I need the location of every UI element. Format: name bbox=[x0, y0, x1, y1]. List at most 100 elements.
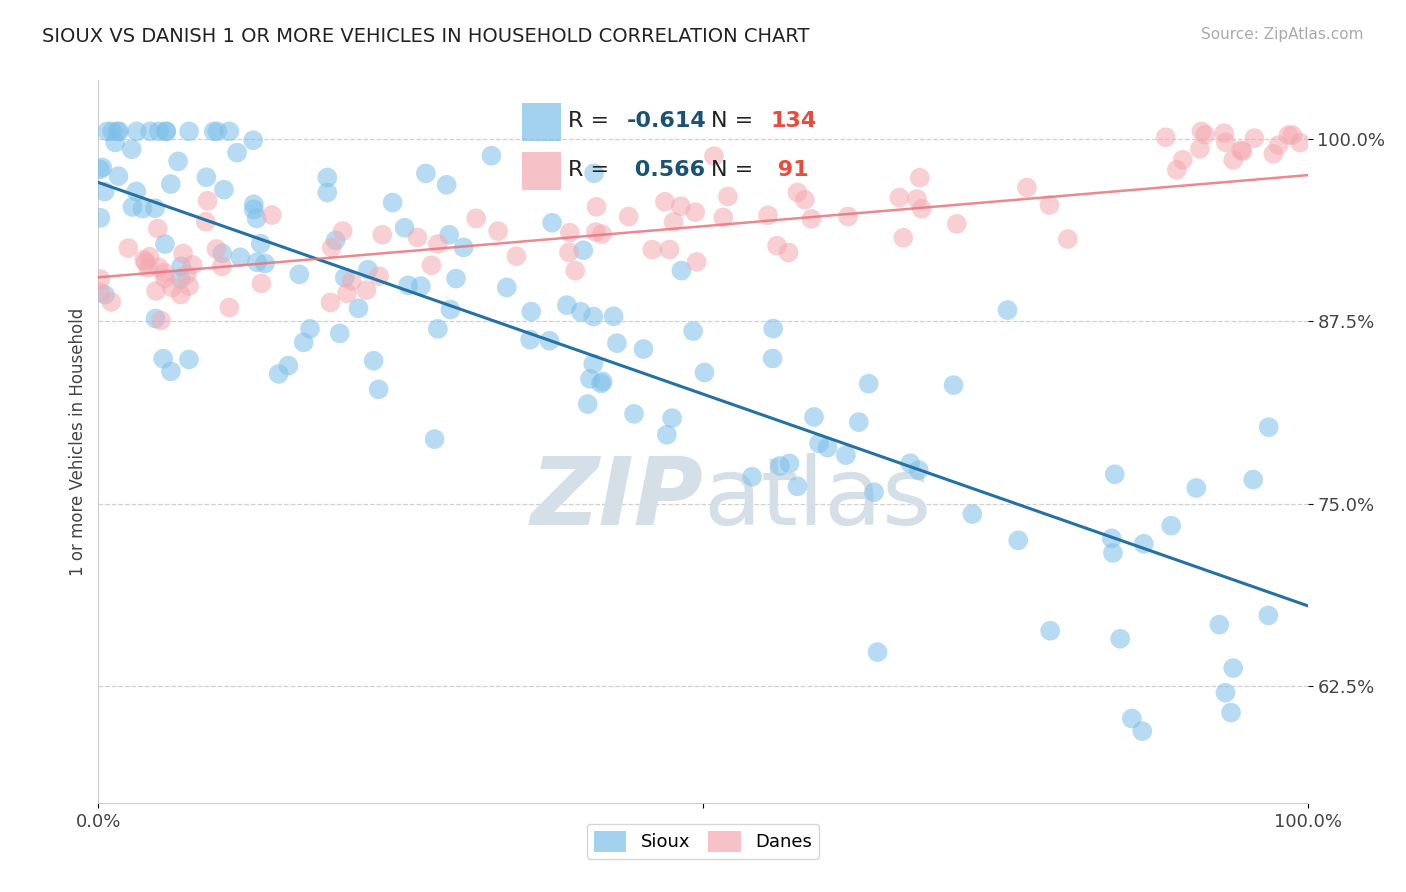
Point bbox=[153, 237, 176, 252]
Point bbox=[205, 242, 228, 256]
Point bbox=[741, 469, 763, 483]
Point bbox=[686, 255, 709, 269]
Point bbox=[945, 217, 967, 231]
Point bbox=[152, 351, 174, 366]
Point bbox=[835, 448, 858, 462]
Point bbox=[197, 194, 219, 208]
Point bbox=[202, 124, 225, 138]
Point bbox=[1109, 632, 1132, 646]
Point bbox=[194, 215, 217, 229]
Point bbox=[363, 353, 385, 368]
Point bbox=[779, 457, 801, 471]
Point bbox=[107, 169, 129, 183]
Point bbox=[135, 255, 157, 269]
Point bbox=[1281, 128, 1303, 142]
Point bbox=[243, 197, 266, 211]
Point bbox=[669, 199, 692, 213]
Point bbox=[623, 407, 645, 421]
Point bbox=[1130, 724, 1153, 739]
Point bbox=[582, 357, 605, 371]
Point bbox=[1263, 146, 1285, 161]
Point bbox=[761, 351, 783, 366]
Point bbox=[800, 211, 823, 226]
Point bbox=[569, 305, 592, 319]
Point bbox=[1208, 617, 1230, 632]
Point bbox=[505, 249, 527, 263]
Point bbox=[863, 485, 886, 500]
Text: atlas: atlas bbox=[703, 453, 931, 545]
Point bbox=[169, 272, 191, 286]
Point bbox=[101, 124, 124, 138]
Point bbox=[1191, 124, 1213, 138]
Point bbox=[181, 258, 204, 272]
Point bbox=[357, 262, 380, 277]
Point bbox=[786, 186, 808, 200]
Point bbox=[942, 378, 965, 392]
Point bbox=[148, 124, 170, 138]
Point bbox=[89, 162, 111, 177]
Point bbox=[756, 208, 779, 222]
Point bbox=[316, 186, 339, 200]
Point bbox=[89, 211, 111, 225]
Point bbox=[661, 411, 683, 425]
Point bbox=[1166, 162, 1188, 177]
Point bbox=[1243, 131, 1265, 145]
Point bbox=[1171, 153, 1194, 167]
Point bbox=[693, 366, 716, 380]
Point bbox=[288, 268, 311, 282]
Point bbox=[243, 202, 266, 217]
Point bbox=[911, 202, 934, 216]
Point bbox=[121, 142, 143, 156]
Point bbox=[889, 191, 911, 205]
Point bbox=[1267, 138, 1289, 153]
Point bbox=[481, 149, 503, 163]
Point bbox=[246, 255, 269, 269]
Point bbox=[229, 250, 252, 264]
Point bbox=[808, 436, 831, 450]
Point bbox=[250, 277, 273, 291]
Point bbox=[558, 226, 581, 240]
Point bbox=[368, 269, 391, 284]
Text: Source: ZipAtlas.com: Source: ZipAtlas.com bbox=[1201, 27, 1364, 42]
Point bbox=[662, 215, 685, 229]
Point bbox=[1188, 142, 1211, 156]
Point bbox=[1222, 661, 1244, 675]
Point bbox=[683, 205, 706, 219]
Point bbox=[866, 645, 889, 659]
Text: ZIP: ZIP bbox=[530, 453, 703, 545]
Point bbox=[292, 335, 315, 350]
Point bbox=[582, 166, 605, 180]
Point bbox=[121, 200, 143, 214]
Point bbox=[1185, 481, 1208, 495]
Point bbox=[145, 284, 167, 298]
Point bbox=[319, 295, 342, 310]
Point bbox=[426, 322, 449, 336]
Point bbox=[793, 193, 815, 207]
Point bbox=[406, 230, 429, 244]
Point bbox=[564, 263, 586, 277]
Point bbox=[1230, 144, 1253, 158]
Point bbox=[439, 302, 461, 317]
Point bbox=[149, 313, 172, 327]
Point bbox=[453, 240, 475, 254]
Point bbox=[249, 236, 271, 251]
Point bbox=[426, 237, 449, 252]
Point bbox=[347, 301, 370, 316]
Point bbox=[145, 311, 167, 326]
Point bbox=[125, 185, 148, 199]
Point bbox=[555, 298, 578, 312]
Point bbox=[153, 266, 176, 280]
Point bbox=[333, 270, 356, 285]
Point bbox=[155, 124, 177, 138]
Point bbox=[658, 243, 681, 257]
Point bbox=[254, 256, 277, 270]
Point bbox=[176, 268, 198, 282]
Point bbox=[1215, 686, 1237, 700]
Point bbox=[356, 283, 378, 297]
Point bbox=[298, 322, 321, 336]
Point bbox=[1039, 624, 1062, 638]
Point bbox=[582, 310, 605, 324]
Point bbox=[381, 195, 404, 210]
Point bbox=[148, 260, 170, 275]
Point bbox=[1232, 145, 1254, 159]
